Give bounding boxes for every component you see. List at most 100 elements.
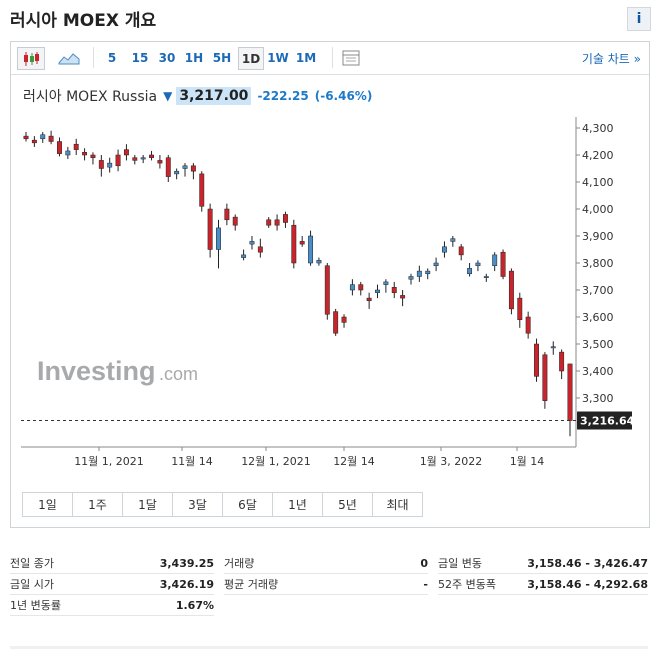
candle-body — [65, 150, 71, 156]
y-tick-label: 3,700 — [582, 284, 614, 297]
candle-body — [232, 216, 238, 226]
candle-body — [257, 246, 263, 253]
candle-body — [324, 265, 330, 315]
x-tick-label: 1월 3, 2022 — [420, 455, 483, 468]
candle-body — [182, 165, 188, 169]
last-price-label-bg — [577, 411, 632, 430]
candlestick-chart-icon[interactable] — [17, 47, 45, 70]
range-button-4[interactable]: 6달 — [223, 493, 273, 516]
price-change: -222.25 — [257, 89, 309, 103]
range-button-2[interactable]: 1달 — [123, 493, 173, 516]
x-tick-label: 11월 1, 2021 — [74, 455, 144, 468]
range-button-6[interactable]: 5년 — [323, 493, 373, 516]
stat-row: 금일 변동 3,158.46 - 3,426.47 — [438, 553, 648, 574]
candle-body — [299, 241, 305, 245]
y-tick-label: 3,800 — [582, 257, 614, 270]
range-button-7[interactable]: 최대 — [386, 498, 409, 512]
candle-body — [316, 260, 322, 264]
candle-body — [567, 363, 573, 421]
candle-body — [542, 354, 548, 401]
candle-body — [391, 287, 397, 293]
range-button-0[interactable]: 1일 — [23, 493, 73, 516]
stat-row: 전일 종가 3,439.25 — [10, 553, 214, 574]
stat-row: 52주 변동폭 3,158.46 - 4,292.68 — [438, 574, 648, 595]
candle-body — [333, 311, 339, 334]
candle-body — [207, 208, 213, 250]
candle-body — [308, 235, 314, 264]
y-tick-label: 3,500 — [582, 338, 614, 351]
stat-label: 거래량 — [224, 557, 255, 570]
watermark-brand: Investing — [37, 356, 156, 386]
stat-value: 3,426.19 — [159, 577, 214, 591]
stat-label: 전일 종가 — [10, 557, 54, 570]
y-tick-label: 3,400 — [582, 365, 614, 378]
candle-body — [450, 238, 456, 242]
area-chart-icon[interactable] — [55, 47, 83, 68]
candle-body — [366, 297, 372, 302]
stat-row: 평균 거래량 - — [224, 574, 428, 595]
interval-1d-button[interactable]: 1D — [238, 47, 264, 70]
candle-body — [98, 160, 104, 169]
info-icon[interactable]: i — [627, 7, 651, 31]
candle-body — [149, 154, 154, 158]
interval-1h-button[interactable]: 1H — [184, 50, 204, 65]
candle-body — [190, 165, 196, 172]
candle-body — [266, 219, 272, 226]
y-tick-label: 3,600 — [582, 311, 614, 324]
candle-body — [425, 270, 431, 275]
stat-label: 1년 변동률 — [10, 599, 61, 612]
price-change-percent: (-6.46%) — [314, 89, 373, 103]
candle-body — [157, 160, 163, 164]
toolbar-separator — [93, 47, 94, 68]
x-tick-label: 12월 1, 2021 — [241, 455, 311, 468]
candle-body — [40, 134, 46, 140]
interval-5-button[interactable]: 5 — [107, 50, 117, 65]
candle-body — [132, 157, 138, 161]
candle-body — [416, 270, 422, 277]
range-button-1[interactable]: 1주 — [73, 493, 123, 516]
range-button-3[interactable]: 3달 — [173, 493, 223, 516]
candle-body — [48, 135, 54, 142]
range-selector: 1일 1주 1달 3달 6달 1년 5년 최대 — [22, 492, 423, 517]
candle-body — [165, 157, 171, 177]
last-price-label: 3,216.64 — [580, 415, 635, 428]
stat-value: 0 — [420, 556, 428, 570]
table-icon[interactable] — [339, 47, 363, 68]
y-tick-label: 4,200 — [582, 149, 614, 162]
stat-value: - — [423, 577, 428, 591]
toolbar-separator — [332, 47, 333, 68]
stat-value: 3,158.46 - 3,426.47 — [527, 556, 648, 570]
candle-body — [433, 262, 439, 266]
range-button-5[interactable]: 1년 — [273, 493, 323, 516]
stat-label: 금일 변동 — [438, 557, 482, 570]
last-price: 3,217.00 — [176, 87, 252, 105]
candle-body — [107, 162, 113, 168]
x-tick-label: 1월 14 — [510, 455, 545, 468]
candle-body — [500, 251, 506, 277]
candle-body — [508, 270, 514, 310]
candle-body — [341, 316, 347, 323]
candle-body — [241, 254, 247, 258]
candle-body — [73, 143, 79, 150]
stat-row: 거래량 0 — [224, 553, 428, 574]
divider — [10, 646, 648, 649]
interval-1w-button[interactable]: 1W — [267, 50, 289, 65]
interval-5h-button[interactable]: 5H — [212, 50, 232, 65]
advanced-chart-link[interactable]: 기술 차트 » — [581, 52, 641, 66]
stat-value: 3,439.25 — [159, 556, 214, 570]
y-tick-label: 3,900 — [582, 230, 614, 243]
candle-body — [31, 139, 37, 144]
stat-value: 1.67% — [175, 598, 214, 612]
interval-30-button[interactable]: 30 — [158, 50, 176, 65]
y-tick-label: 3,300 — [582, 392, 614, 405]
interval-1m-button[interactable]: 1M — [295, 50, 317, 65]
page-title: 러시아 MOEX 개요 — [10, 11, 157, 31]
candle-body — [383, 281, 389, 285]
candlestick-chart: Investing .com 4,300 4,200 4,100 4,000 3,900 3,… — [21, 117, 635, 468]
candle-body — [458, 246, 464, 256]
candle-body — [115, 154, 121, 167]
chart-panel: 5 15 30 1H 5H 1D 1W 1M 기술 차트 » 러시아 MOEX Russia … — [10, 41, 650, 528]
down-arrow-icon: ▼ — [163, 89, 173, 103]
interval-15-button[interactable]: 15 — [131, 50, 149, 65]
stat-value: 3,158.46 - 4,292.68 — [527, 577, 648, 591]
